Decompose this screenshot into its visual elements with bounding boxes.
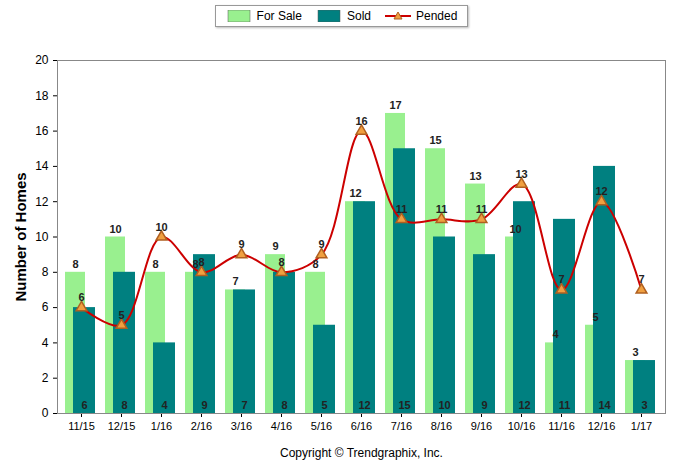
svg-text:11: 11	[476, 203, 488, 215]
svg-text:14: 14	[35, 159, 49, 173]
svg-text:5/16: 5/16	[311, 420, 332, 432]
svg-text:10: 10	[155, 221, 167, 233]
svg-text:15: 15	[429, 134, 441, 146]
svg-text:12/16: 12/16	[588, 420, 616, 432]
svg-text:11/15: 11/15	[68, 420, 95, 432]
svg-text:12: 12	[349, 187, 361, 199]
html-text:Pended: Pended	[416, 9, 458, 23]
svg-text:1/16: 1/16	[151, 420, 172, 432]
svg-text:9: 9	[481, 399, 487, 411]
svg-text:1/17: 1/17	[631, 420, 652, 432]
svg-text:9: 9	[238, 238, 244, 250]
svg-text:14: 14	[598, 399, 611, 411]
svg-text:12: 12	[35, 195, 49, 209]
svg-text:11: 11	[559, 399, 571, 411]
svg-text:20: 20	[35, 53, 49, 67]
svg-text:9: 9	[201, 399, 207, 411]
svg-text:10/16: 10/16	[508, 420, 536, 432]
svg-text:10: 10	[109, 223, 121, 235]
svg-text:5: 5	[592, 311, 598, 323]
html-text:For Sale: For Sale	[256, 9, 302, 23]
svg-text:9/16: 9/16	[471, 420, 492, 432]
svg-text:5: 5	[118, 309, 124, 321]
svg-text:3/16: 3/16	[231, 420, 252, 432]
svg-text:2/16: 2/16	[191, 420, 212, 432]
svg-text:13: 13	[469, 170, 481, 182]
svg-text:4: 4	[552, 328, 559, 340]
svg-text:8: 8	[198, 256, 204, 268]
svg-text:7: 7	[558, 273, 564, 285]
svg-text:8: 8	[72, 258, 78, 270]
svg-text:5: 5	[321, 399, 327, 411]
svg-text:8: 8	[42, 265, 49, 279]
svg-text:11: 11	[436, 203, 448, 215]
svg-text:0: 0	[42, 406, 49, 420]
svg-text:18: 18	[35, 89, 49, 103]
svg-text:10: 10	[438, 399, 450, 411]
svg-text:8: 8	[278, 256, 284, 268]
svg-text:3: 3	[632, 346, 638, 358]
svg-text:8/16: 8/16	[431, 420, 452, 432]
svg-text:9: 9	[318, 238, 324, 250]
svg-text:11: 11	[396, 203, 408, 215]
svg-text:13: 13	[515, 168, 527, 180]
svg-text:8: 8	[312, 258, 318, 270]
svg-text:4: 4	[161, 399, 168, 411]
svg-text:8: 8	[192, 257, 199, 270]
svg-text:4/16: 4/16	[271, 420, 292, 432]
svg-text:9: 9	[272, 240, 278, 252]
svg-text:6: 6	[42, 300, 49, 314]
svg-text:16: 16	[35, 124, 49, 138]
svg-text:12: 12	[595, 185, 607, 197]
svg-text:10: 10	[35, 230, 49, 244]
svg-text:3: 3	[641, 399, 647, 411]
svg-text:16: 16	[355, 115, 367, 127]
svg-text:6: 6	[81, 399, 87, 411]
svg-text:Number of Homes: Number of Homes	[12, 172, 29, 301]
svg-text:4: 4	[42, 336, 49, 350]
svg-text:7: 7	[232, 275, 238, 287]
html-text:Copyright © Trendgraphix, Inc.: Copyright © Trendgraphix, Inc.	[280, 446, 443, 460]
svg-text:8: 8	[281, 399, 287, 411]
svg-text:8: 8	[121, 399, 127, 411]
svg-text:12: 12	[358, 399, 370, 411]
svg-text:10: 10	[509, 223, 521, 235]
svg-text:12: 12	[518, 399, 530, 411]
svg-text:17: 17	[389, 99, 401, 111]
svg-text:6/16: 6/16	[351, 420, 372, 432]
svg-text:2: 2	[42, 371, 49, 385]
svg-text:7: 7	[638, 273, 644, 285]
svg-text:6: 6	[78, 291, 84, 303]
svg-text:11/16: 11/16	[548, 420, 575, 432]
svg-text:7/16: 7/16	[391, 420, 412, 432]
svg-text:8: 8	[152, 258, 158, 270]
svg-text:7: 7	[241, 399, 247, 411]
html-text:Sold: Sold	[347, 9, 371, 23]
svg-text:15: 15	[398, 399, 410, 411]
svg-text:12/15: 12/15	[108, 420, 136, 432]
